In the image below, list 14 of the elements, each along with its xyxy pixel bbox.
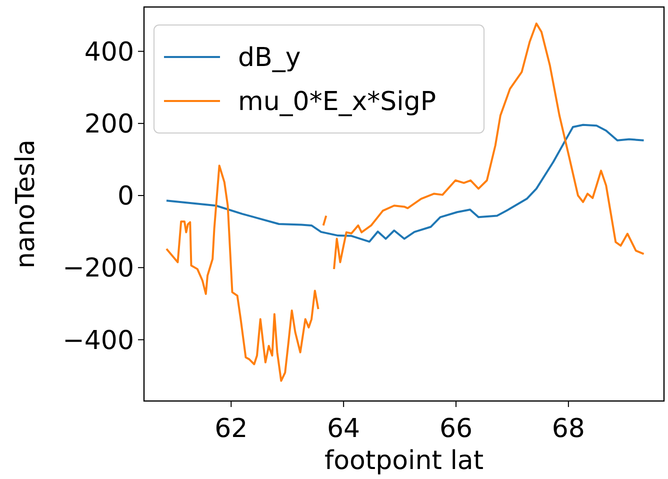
x-tick-label: 66 — [439, 414, 473, 444]
legend-label: mu_0*E_x*SigP — [238, 87, 436, 118]
x-tick-label: 64 — [327, 414, 360, 444]
y-tick-label: 0 — [117, 182, 134, 212]
line-series — [165, 124, 645, 243]
x-tick-label: 62 — [214, 414, 248, 444]
x-tick-label: 68 — [552, 414, 585, 444]
y-tick-label: 400 — [84, 37, 134, 68]
y-tick-label: −400 — [62, 326, 134, 356]
y-tick-label: 200 — [84, 110, 134, 140]
x-axis-title: footpoint lat — [324, 446, 484, 476]
legend-label: dB_y — [238, 43, 301, 74]
y-tick-label: −200 — [62, 254, 134, 284]
y-axis-title: nanoTesla — [11, 140, 41, 268]
